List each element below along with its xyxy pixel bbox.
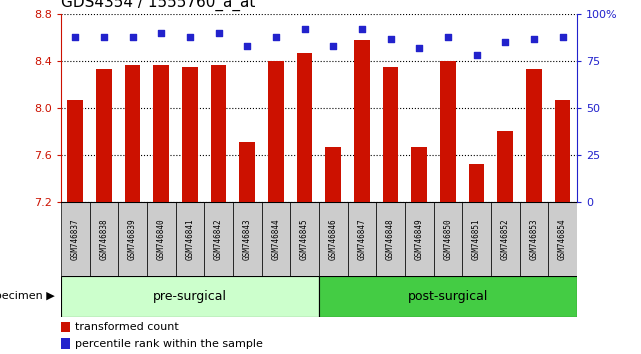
Text: GSM746843: GSM746843 (243, 218, 252, 260)
Bar (211, 64, 226, 202)
Point (385, 36, 395, 41)
Point (414, 45, 424, 51)
Point (185, 34, 195, 40)
Text: GSM746844: GSM746844 (271, 218, 280, 260)
Text: GSM746838: GSM746838 (99, 218, 108, 260)
Text: GSM746839: GSM746839 (128, 218, 137, 260)
Point (328, 43, 338, 49)
Bar (469, 164, 485, 202)
Bar (118, 202, 147, 276)
Bar (90, 202, 118, 276)
Point (529, 36, 539, 41)
Bar (497, 131, 513, 202)
Bar (182, 67, 198, 202)
Bar (440, 61, 456, 202)
Bar (61, 276, 319, 317)
Text: post-surgical: post-surgical (408, 290, 488, 303)
Bar (290, 202, 319, 276)
Text: percentile rank within the sample: percentile rank within the sample (75, 338, 263, 349)
Text: GSM746837: GSM746837 (71, 218, 79, 260)
Bar (383, 67, 399, 202)
Text: GSM746851: GSM746851 (472, 218, 481, 260)
Bar (96, 69, 112, 202)
Bar (61, 322, 70, 332)
Point (70, 34, 80, 40)
Bar (319, 276, 577, 317)
Bar (554, 100, 570, 202)
Text: GSM746852: GSM746852 (501, 218, 510, 260)
Text: GDS4354 / 1555760_a_at: GDS4354 / 1555760_a_at (61, 0, 255, 11)
Point (471, 53, 481, 58)
Bar (61, 338, 70, 349)
Point (242, 43, 253, 49)
Point (271, 34, 281, 40)
Bar (176, 202, 204, 276)
Bar (125, 64, 140, 202)
Bar (147, 202, 176, 276)
Bar (520, 202, 548, 276)
Point (558, 34, 568, 40)
Bar (462, 202, 491, 276)
Bar (491, 202, 520, 276)
Point (128, 34, 138, 40)
Bar (347, 202, 376, 276)
Bar (412, 147, 427, 202)
Bar (268, 61, 284, 202)
Bar (376, 202, 405, 276)
Bar (262, 202, 290, 276)
Bar (61, 202, 90, 276)
Text: GSM746853: GSM746853 (529, 218, 538, 260)
Bar (405, 202, 433, 276)
Bar (239, 142, 255, 202)
Point (357, 26, 367, 32)
Text: GSM746850: GSM746850 (444, 218, 453, 260)
Bar (204, 202, 233, 276)
Text: GSM746846: GSM746846 (329, 218, 338, 260)
Bar (433, 202, 462, 276)
Bar (548, 202, 577, 276)
Text: GSM746841: GSM746841 (185, 218, 194, 260)
Text: pre-surgical: pre-surgical (153, 290, 227, 303)
Point (99, 34, 109, 40)
Text: GSM746845: GSM746845 (300, 218, 309, 260)
Text: GSM746854: GSM746854 (558, 218, 567, 260)
Point (500, 40, 510, 45)
Bar (153, 64, 169, 202)
Text: GSM746849: GSM746849 (415, 218, 424, 260)
Bar (297, 53, 312, 202)
Bar (326, 147, 341, 202)
Point (213, 30, 224, 36)
Bar (526, 69, 542, 202)
Text: GSM746840: GSM746840 (157, 218, 166, 260)
Bar (67, 100, 83, 202)
Bar (233, 202, 262, 276)
Point (299, 26, 310, 32)
Text: GSM746848: GSM746848 (386, 218, 395, 260)
Point (156, 30, 167, 36)
Text: specimen ▶: specimen ▶ (0, 291, 54, 302)
Text: transformed count: transformed count (75, 322, 179, 332)
Bar (354, 40, 370, 202)
Text: GSM746842: GSM746842 (214, 218, 223, 260)
Point (443, 34, 453, 40)
Text: GSM746847: GSM746847 (358, 218, 367, 260)
Bar (319, 202, 347, 276)
